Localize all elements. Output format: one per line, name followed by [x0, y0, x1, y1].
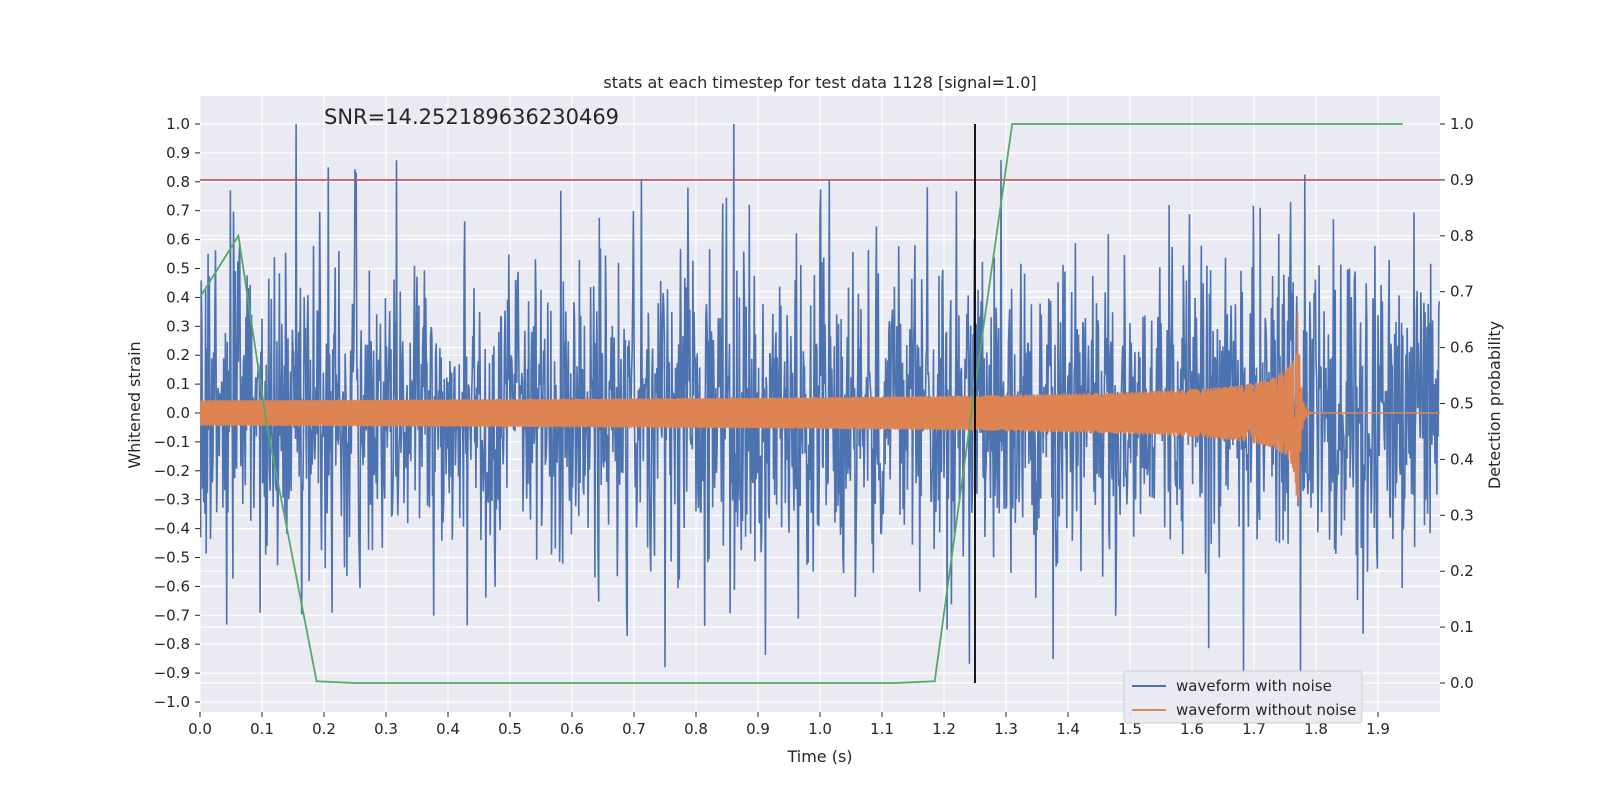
plot-series — [200, 123, 1440, 684]
y-tick-label: 0.4 — [166, 288, 190, 306]
y-tick-label: 0.3 — [166, 317, 190, 335]
x-axis: 0.0 0.1 0.2 0.3 0.4 0.5 0.6 0.7 0.8 0.9 1.0 1.1 1.2 1… — [188, 712, 1390, 738]
y2-tick-label: 0.8 — [1450, 227, 1474, 245]
y-tick-label: 0.5 — [166, 260, 190, 278]
y-tick-label: 0.7 — [166, 202, 190, 220]
y2-tick-label: 0.6 — [1450, 339, 1474, 357]
y2-tick-label: 1.0 — [1450, 115, 1474, 133]
y-tick-label: −0.5 — [154, 549, 190, 567]
y-tick-label: −0.2 — [154, 462, 190, 480]
y-tick-label: 0.6 — [166, 231, 190, 249]
x-tick-label: 1.1 — [870, 720, 894, 738]
y2-tick-label: 0.9 — [1450, 171, 1474, 189]
y-tick-label: 0.2 — [166, 346, 190, 364]
y-tick-label: −1.0 — [154, 693, 190, 711]
x-tick-label: 0.7 — [622, 720, 646, 738]
x-tick-label: 0.6 — [560, 720, 584, 738]
y-tick-label: −0.4 — [154, 520, 190, 538]
legend-label-noise: waveform with noise — [1176, 677, 1332, 695]
y-tick-label: −0.7 — [154, 606, 190, 624]
y2-tick-label: 0.5 — [1450, 395, 1474, 413]
x-axis-label: Time (s) — [786, 747, 852, 766]
chart-title: stats at each timestep for test data 112… — [603, 73, 1036, 92]
y-tick-label: 1.0 — [166, 115, 190, 133]
legend: waveform with noise waveform without noi… — [1123, 670, 1363, 724]
x-tick-label: 1.5 — [1118, 720, 1142, 738]
y-axis-right: 1.0 0.9 0.8 0.7 0.6 0.5 0.4 0.3 0.2 0.1 0.0 — [1440, 115, 1474, 692]
x-tick-label: 1.3 — [994, 720, 1018, 738]
x-tick-label: 1.4 — [1056, 720, 1080, 738]
y2-axis-label: Detection probability — [1485, 321, 1504, 489]
x-tick-label: 1.6 — [1180, 720, 1204, 738]
y-tick-label: −0.3 — [154, 491, 190, 509]
series-detection-probability — [200, 123, 1403, 684]
y-axis-left: 1.0 0.9 0.8 0.7 0.6 0.5 0.4 0.3 0.2 0.1 0.0 −0.1 −0.… — [154, 115, 200, 711]
y-tick-label: 0.0 — [166, 404, 190, 422]
y-tick-label: 0.9 — [166, 144, 190, 162]
legend-label-clean: waveform without noise — [1176, 701, 1356, 719]
y-tick-label: −0.6 — [154, 577, 190, 595]
x-tick-label: 1.8 — [1304, 720, 1328, 738]
y-tick-label: 0.1 — [166, 375, 190, 393]
y-tick-label: −0.1 — [154, 433, 190, 451]
x-tick-label: 0.1 — [250, 720, 274, 738]
x-tick-label: 0.2 — [312, 720, 336, 738]
x-tick-label: 1.9 — [1366, 720, 1390, 738]
y2-tick-label: 0.0 — [1450, 674, 1474, 692]
y-tick-label: −0.9 — [154, 664, 190, 682]
y-axis-label: Whitened strain — [125, 341, 144, 468]
legend-box — [1123, 670, 1363, 724]
x-tick-label: 0.3 — [374, 720, 398, 738]
x-tick-label: 0.9 — [746, 720, 770, 738]
x-tick-label: 1.0 — [808, 720, 832, 738]
y2-tick-label: 0.4 — [1450, 450, 1474, 468]
y-tick-label: −0.8 — [154, 635, 190, 653]
y2-tick-label: 0.7 — [1450, 283, 1474, 301]
x-tick-label: 0.5 — [498, 720, 522, 738]
x-tick-label: 0.0 — [188, 720, 212, 738]
y2-tick-label: 0.1 — [1450, 618, 1474, 636]
x-tick-label: 0.4 — [436, 720, 460, 738]
x-tick-label: 0.8 — [684, 720, 708, 738]
y-tick-label: 0.8 — [166, 173, 190, 191]
x-tick-label: 1.7 — [1242, 720, 1266, 738]
series-waveform-without-noise — [200, 312, 1440, 503]
snr-annotation: SNR=14.252189636230469 — [324, 105, 619, 129]
y2-tick-label: 0.2 — [1450, 562, 1474, 580]
x-tick-label: 1.2 — [932, 720, 956, 738]
y2-tick-label: 0.3 — [1450, 506, 1474, 524]
